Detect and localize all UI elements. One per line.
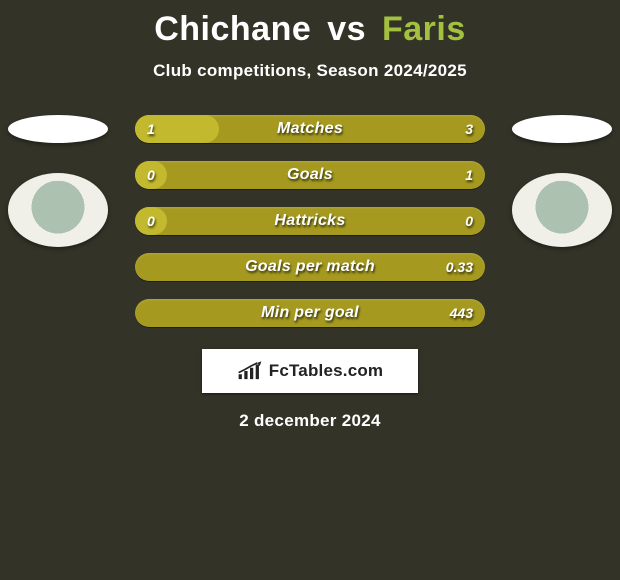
stat-bar: Matches1 3 <box>135 115 485 143</box>
player2-name: Faris <box>382 10 466 48</box>
stat-bar-value-left: 1 <box>147 115 155 143</box>
stat-bar-value-left: 0 <box>147 161 155 189</box>
player1-club-crest-icon <box>8 173 108 247</box>
stat-bar-value-left: 0 <box>147 207 155 235</box>
stat-bar-value-right: 443 <box>450 299 473 327</box>
fctables-logo-icon <box>237 360 263 382</box>
stat-bar: Goals per match0.33 <box>135 253 485 281</box>
player2-badges <box>512 115 612 247</box>
stat-bar-value-right: 0 <box>465 207 473 235</box>
branding-text: FcTables.com <box>269 361 384 381</box>
player1-flag-icon <box>8 115 108 143</box>
stat-bar-value-right: 3 <box>465 115 473 143</box>
date-label: 2 december 2024 <box>0 411 620 431</box>
stat-bar: Goals0 1 <box>135 161 485 189</box>
stat-bar-value-right: 0.33 <box>446 253 473 281</box>
player2-flag-icon <box>512 115 612 143</box>
stat-bar-label: Goals <box>135 161 485 189</box>
stat-bar: Min per goal443 <box>135 299 485 327</box>
content-region: Matches13Goals01Hattricks00Goals per mat… <box>0 115 620 431</box>
player2-club-crest-icon <box>512 173 612 247</box>
stat-bar-label: Goals per match <box>135 253 485 281</box>
title: Chichane vs Faris <box>0 10 620 49</box>
stat-bar: Hattricks0 0 <box>135 207 485 235</box>
subtitle: Club competitions, Season 2024/2025 <box>0 61 620 81</box>
stat-bar-label: Matches <box>135 115 485 143</box>
stat-bar-label: Hattricks <box>135 207 485 235</box>
comparison-card: Chichane vs Faris Club competitions, Sea… <box>0 0 620 431</box>
branding-badge: FcTables.com <box>202 349 418 393</box>
stat-bar-value-right: 1 <box>465 161 473 189</box>
stat-bar-label: Min per goal <box>135 299 485 327</box>
stat-bars: Matches13Goals01Hattricks00Goals per mat… <box>135 115 485 327</box>
vs-label: vs <box>327 10 366 48</box>
player1-name: Chichane <box>154 10 311 48</box>
player1-badges <box>8 115 108 247</box>
